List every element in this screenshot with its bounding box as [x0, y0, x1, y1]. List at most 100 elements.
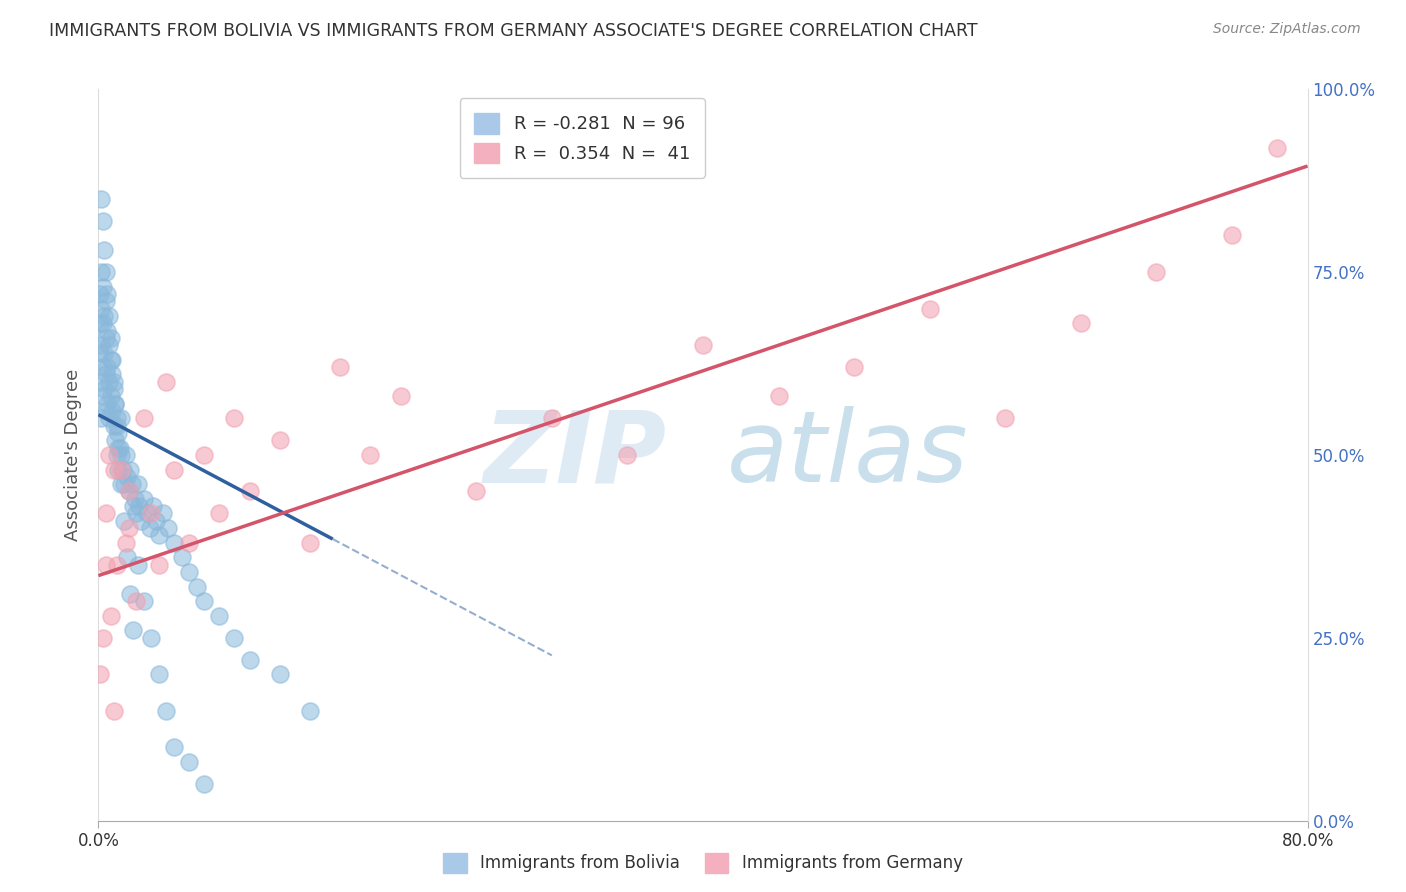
Legend: Immigrants from Bolivia, Immigrants from Germany: Immigrants from Bolivia, Immigrants from… — [437, 847, 969, 880]
Point — [91, 631, 114, 645]
Point — [107, 462, 129, 476]
Point — [141, 507, 163, 521]
Point — [224, 631, 246, 645]
Point — [129, 514, 152, 528]
Point — [122, 624, 145, 638]
Point — [110, 477, 132, 491]
Point — [540, 411, 562, 425]
Point — [91, 316, 114, 330]
Point — [692, 338, 714, 352]
Point — [132, 491, 155, 506]
Point — [98, 448, 121, 462]
Point — [111, 462, 134, 476]
Point — [110, 411, 132, 425]
Point — [120, 587, 142, 601]
Point — [114, 535, 136, 549]
Point — [93, 309, 115, 323]
Point — [89, 667, 111, 681]
Point — [132, 411, 155, 425]
Point — [918, 301, 941, 316]
Point — [103, 375, 125, 389]
Point — [616, 448, 638, 462]
Point — [465, 484, 488, 499]
Point — [89, 287, 111, 301]
Point — [193, 777, 215, 791]
Point — [141, 631, 163, 645]
Text: atlas: atlas — [727, 407, 969, 503]
Point — [127, 558, 149, 572]
Point — [114, 448, 136, 462]
Point — [152, 507, 174, 521]
Point — [90, 192, 112, 206]
Point — [155, 375, 177, 389]
Point — [163, 535, 186, 549]
Point — [98, 375, 121, 389]
Point — [269, 667, 291, 681]
Point — [104, 434, 127, 448]
Point — [125, 507, 148, 521]
Point — [90, 411, 112, 425]
Point — [139, 521, 162, 535]
Point — [299, 535, 322, 549]
Point — [105, 558, 128, 572]
Point — [93, 345, 115, 359]
Text: ZIP: ZIP — [484, 407, 666, 503]
Point — [100, 389, 122, 403]
Point — [1144, 265, 1167, 279]
Point — [101, 368, 124, 382]
Point — [170, 550, 193, 565]
Point — [125, 594, 148, 608]
Point — [91, 214, 114, 228]
Point — [105, 418, 128, 433]
Point — [128, 499, 150, 513]
Point — [389, 389, 412, 403]
Text: Source: ZipAtlas.com: Source: ZipAtlas.com — [1213, 22, 1361, 37]
Point — [115, 550, 138, 565]
Point — [115, 470, 138, 484]
Point — [1267, 141, 1289, 155]
Point — [94, 265, 117, 279]
Point — [103, 462, 125, 476]
Point — [224, 411, 246, 425]
Point — [360, 448, 382, 462]
Point — [179, 755, 201, 769]
Point — [148, 667, 170, 681]
Point — [1070, 316, 1092, 330]
Point — [89, 316, 111, 330]
Point — [100, 331, 122, 345]
Point — [239, 653, 262, 667]
Point — [91, 389, 114, 403]
Point — [93, 243, 115, 257]
Point — [132, 594, 155, 608]
Point — [110, 462, 132, 476]
Point — [155, 704, 177, 718]
Point — [1220, 228, 1243, 243]
Point — [193, 448, 215, 462]
Point — [94, 558, 117, 572]
Point — [104, 397, 127, 411]
Point — [103, 382, 125, 396]
Point — [208, 608, 231, 623]
Point — [98, 338, 121, 352]
Text: IMMIGRANTS FROM BOLIVIA VS IMMIGRANTS FROM GERMANY ASSOCIATE'S DEGREE CORRELATIO: IMMIGRANTS FROM BOLIVIA VS IMMIGRANTS FR… — [49, 22, 977, 40]
Point — [239, 484, 262, 499]
Y-axis label: Associate's Degree: Associate's Degree — [63, 368, 82, 541]
Point — [299, 704, 322, 718]
Point — [105, 411, 128, 425]
Point — [96, 287, 118, 301]
Point — [98, 411, 121, 425]
Point — [844, 360, 866, 375]
Point — [145, 514, 167, 528]
Point — [163, 462, 186, 476]
Point — [90, 301, 112, 316]
Point — [96, 324, 118, 338]
Point — [90, 265, 112, 279]
Point — [156, 521, 179, 535]
Point — [127, 477, 149, 491]
Point — [101, 352, 124, 367]
Point — [91, 360, 114, 375]
Point — [148, 558, 170, 572]
Point — [118, 484, 141, 499]
Point — [179, 565, 201, 579]
Point — [103, 418, 125, 433]
